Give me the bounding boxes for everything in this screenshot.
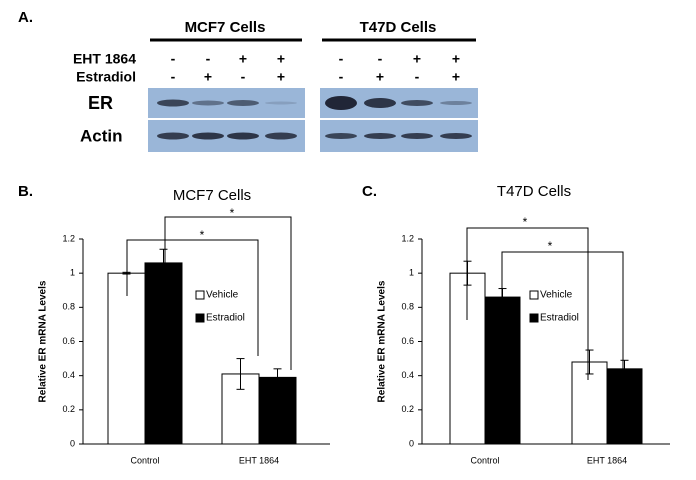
treatment-sign: + [452, 51, 460, 67]
x-tick-label: EHT 1864 [239, 455, 279, 465]
blot-band [157, 99, 189, 107]
blot-band [325, 96, 357, 110]
treatment-sign: + [413, 51, 421, 67]
y-tick-label: 0.8 [401, 302, 414, 312]
treatment-sign: + [277, 69, 285, 85]
bar [144, 262, 183, 445]
treatment-sign: - [241, 69, 246, 85]
y-tick-label: 0.2 [401, 404, 414, 414]
chart-title: T47D Cells [497, 183, 571, 200]
significance-bracket [126, 239, 259, 356]
error-bar [273, 368, 282, 387]
y-tick-label: 1.2 [401, 233, 414, 243]
error-bar [236, 358, 245, 390]
bar [107, 272, 146, 445]
significance-star: * [200, 228, 205, 242]
legend-swatch [195, 290, 205, 300]
legend-label: Vehicle [540, 290, 573, 301]
y-axis-label: Relative ER mRNA Levels [377, 280, 388, 402]
significance-bracket [164, 216, 292, 370]
y-tick-label: 0 [70, 438, 75, 448]
panel-label: B. [18, 183, 33, 200]
legend-label: Vehicle [206, 290, 239, 301]
y-tick-label: 0 [409, 438, 414, 448]
blot-band [227, 100, 259, 106]
treatment-sign: + [204, 69, 212, 85]
treatment-sign: - [378, 51, 383, 67]
y-axis-label: Relative ER mRNA Levels [38, 280, 49, 402]
x-tick-label: EHT 1864 [587, 455, 627, 465]
bar [606, 368, 643, 445]
x-tick-label: Control [130, 455, 159, 465]
legend-label: Estradiol [206, 313, 245, 324]
treatment-sign: - [171, 51, 176, 67]
blot-band [325, 133, 357, 139]
treatment-sign: + [452, 69, 460, 85]
treatment-sign: + [239, 51, 247, 67]
legend-swatch [529, 290, 539, 300]
blot-band [157, 132, 189, 140]
group-label: T47D Cells [360, 19, 437, 36]
blot-band [440, 101, 472, 105]
y-tick-label: 0.4 [401, 370, 414, 380]
treatment-sign: + [277, 51, 285, 67]
blot-band [265, 101, 297, 105]
y-tick-label: 1 [409, 268, 414, 278]
legend-swatch [529, 313, 539, 323]
blot-band [440, 133, 472, 139]
y-tick-label: 0.6 [62, 336, 75, 346]
blot-band [265, 132, 297, 140]
y-tick-label: 0.4 [62, 370, 75, 380]
treatment-sign: - [206, 51, 211, 67]
significance-star: * [523, 215, 528, 229]
treatment-sign: - [415, 69, 420, 85]
bar [571, 361, 608, 445]
row-label: Estradiol [76, 69, 136, 85]
blot-band [401, 100, 433, 106]
significance-bracket [501, 251, 624, 385]
y-tick-label: 1.2 [62, 233, 75, 243]
bar [258, 376, 297, 445]
y-tick-label: 0.6 [401, 336, 414, 346]
blot-band [192, 100, 224, 106]
blot-label: Actin [80, 126, 123, 145]
error-bar [585, 349, 594, 375]
significance-star: * [548, 239, 553, 253]
row-label: EHT 1864 [73, 51, 136, 67]
error-bar [159, 248, 168, 278]
legend-label: Estradiol [540, 313, 579, 324]
blot-band [192, 132, 224, 140]
blot-band [227, 132, 259, 140]
error-bar [620, 359, 629, 378]
treatment-sign: - [171, 69, 176, 85]
chart-title: MCF7 Cells [173, 187, 251, 204]
x-tick-label: Control [470, 455, 499, 465]
significance-star: * [230, 206, 235, 220]
blot-band [401, 133, 433, 139]
y-tick-label: 0.2 [62, 404, 75, 414]
blot-band [364, 133, 396, 139]
blot-label: ER [88, 93, 113, 113]
y-tick-label: 1 [70, 268, 75, 278]
legend-swatch [195, 313, 205, 323]
treatment-sign: - [339, 69, 344, 85]
blot-band [364, 98, 396, 108]
panel-label: A. [18, 9, 33, 26]
treatment-sign: - [339, 51, 344, 67]
panel-label: C. [362, 183, 377, 200]
y-tick-label: 0.8 [62, 302, 75, 312]
group-label: MCF7 Cells [185, 19, 266, 36]
significance-bracket [466, 227, 589, 380]
treatment-sign: + [376, 69, 384, 85]
